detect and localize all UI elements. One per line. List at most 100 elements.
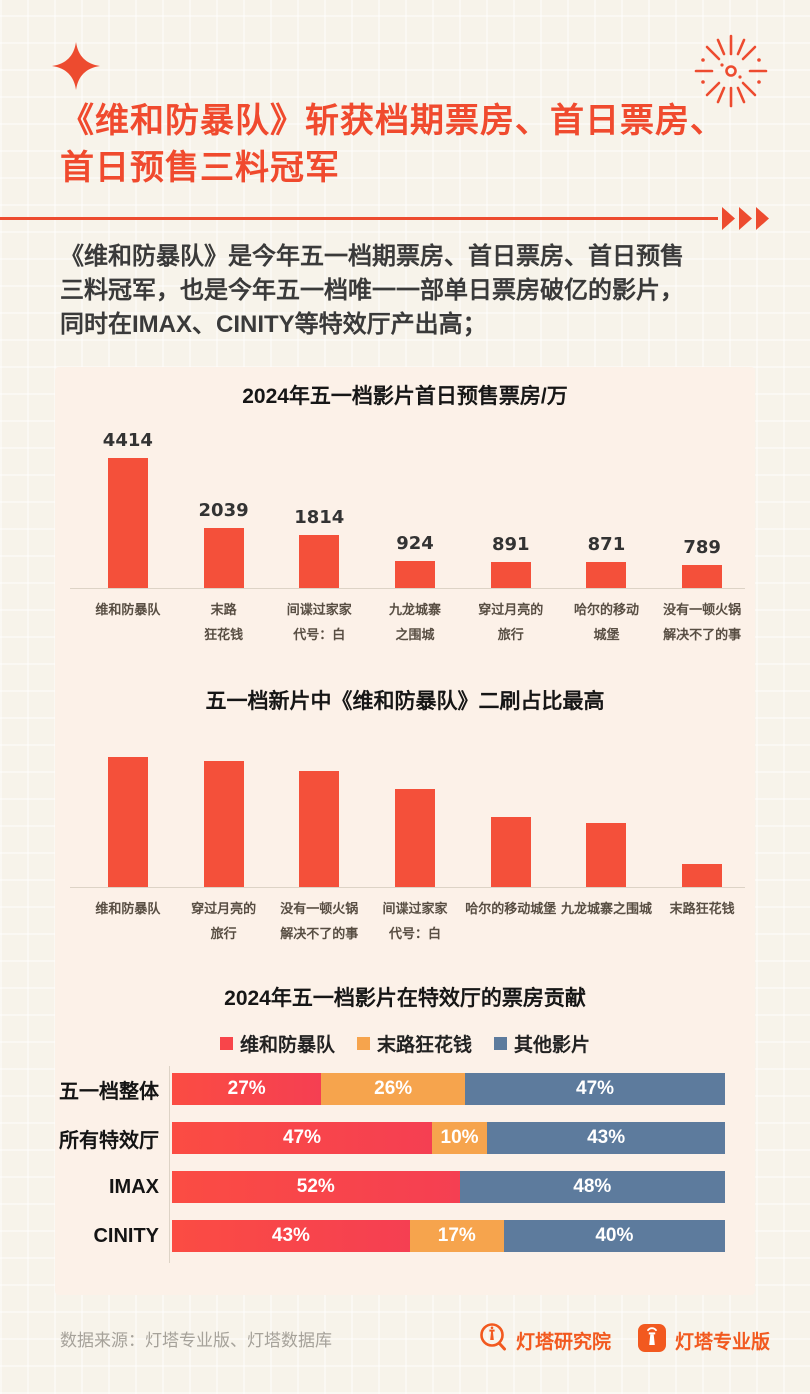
bar-category-label: 间谍过家家 代号：白 [382, 901, 448, 941]
stacked-row-label: CINITY [93, 1224, 159, 1247]
bar-value-label: 891 [491, 534, 530, 555]
stacked-row: 所有特效厅 47% 10% 43% [55, 1122, 725, 1154]
chart2-title: 五一档新片中《维和防暴队》二刷占比最高 [205, 690, 605, 713]
bar [299, 771, 340, 887]
stacked-segment: 10% [431, 1122, 488, 1154]
stacked-row: IMAX 52% 48% [55, 1171, 725, 1203]
bar [203, 761, 244, 887]
bar [203, 528, 244, 588]
bar-category-label: 穿过月亮的 旅行 [478, 602, 544, 642]
chart1-bars: 4414 2039 1814 924 891 871 789 [80, 427, 750, 588]
charts-card: 2024年五一档影片首日预售票房/万 4414 2039 1814 924 891 871… [55, 367, 755, 1295]
chart3-title: 2024年五一档影片在特效厅的票房贡献 [224, 987, 586, 1010]
stacked-bar: 52% 48% [172, 1171, 725, 1203]
bar-category-label: 九龙城寨之围城 [389, 602, 442, 642]
chart3-axis-line [169, 1066, 170, 1263]
bar-column: 1814 [271, 507, 367, 588]
bar-value-label: 1814 [294, 507, 345, 528]
legend-item: 维和防暴队 [219, 1030, 335, 1057]
beacon-pro-logo: 灯塔专业版 [637, 1323, 770, 1358]
bar-column [367, 789, 463, 887]
chart2-baseline [70, 887, 745, 888]
bar [107, 757, 148, 887]
page-title-line2: 首日预售三料冠军 [60, 149, 340, 187]
legend-label: 其他影片 [514, 1035, 591, 1056]
bar-value-label: 2039 [198, 500, 249, 521]
stacked-segment: 43% [172, 1220, 410, 1252]
stacked-row-label: 五一档整体 [59, 1080, 159, 1103]
legend-swatch [356, 1037, 370, 1050]
bar [586, 823, 627, 887]
page-title: 《维和防暴队》斩获档期票房、首日票房、 首日预售三料冠军 [60, 98, 780, 192]
bar [490, 817, 531, 887]
stacked-row-label: 所有特效厅 [59, 1129, 159, 1152]
bar [682, 565, 723, 588]
bar-category-label: 穿过月亮的 旅行 [191, 901, 257, 941]
bar-column: 891 [463, 534, 559, 588]
bar-column: 789 [654, 537, 750, 588]
chart2-category-labels: 维和防暴队 穿过月亮的 旅行 没有一顿火锅 解决不了的事 间谍过家家 代号：白 哈尔的移动城堡… [80, 896, 750, 946]
bar-value-label: 789 [683, 537, 721, 558]
chart1-title: 2024年五一档影片首日预售票房/万 [242, 385, 568, 408]
beacon-research-label: 灯塔研究院 [515, 1332, 611, 1353]
stacked-row-label: IMAX [109, 1175, 159, 1198]
page-title-line1: 《维和防暴队》斩获档期票房、首日票房、 [60, 102, 725, 140]
bar-category-label: 末路狂花钱 [204, 602, 244, 642]
intro-line3: 同时在IMAX、CINITY等特效厅产出高； [60, 311, 487, 338]
lighthouse-magnifier-icon [478, 1322, 508, 1359]
triple-arrow-icon [722, 206, 774, 236]
chart3-legend: 维和防暴队 末路狂花钱 其他影片 [55, 1030, 755, 1057]
chart3-stacked-rows: 五一档整体 27% 26% 47% 所有特效厅 47% 10% 43% IMAX 52% 48% CI… [55, 1073, 725, 1269]
bar [107, 458, 148, 588]
stacked-row: 五一档整体 27% 26% 47% [55, 1073, 725, 1105]
bar [395, 561, 436, 588]
bar-category-label: 没有一顿火锅 解决不了的事 [663, 602, 742, 642]
bar-category-label: 哈尔的移动城堡 [573, 602, 639, 642]
stacked-bar: 43% 17% 40% [172, 1220, 725, 1252]
stacked-segment: 40% [503, 1220, 725, 1252]
bar-column [176, 761, 272, 887]
stacked-segment: 27% [172, 1073, 322, 1105]
bar [299, 535, 340, 588]
bar-category-label: 九龙城寨之围城 [560, 901, 652, 916]
bar [490, 562, 531, 588]
bar-column: 871 [559, 534, 655, 588]
legend-swatch [494, 1037, 507, 1050]
bar-value-label: 871 [587, 534, 626, 555]
divider-line [0, 217, 718, 220]
sparkle-icon [52, 42, 100, 95]
stacked-segment: 47% [465, 1073, 725, 1105]
bar-category-label: 没有一顿火锅 解决不了的事 [280, 901, 359, 941]
bar [586, 562, 627, 588]
stacked-row: CINITY 43% 17% 40% [55, 1220, 725, 1252]
beacon-research-logo: 灯塔研究院 [478, 1322, 611, 1359]
bar-category-label: 维和防暴队 [95, 602, 161, 617]
intro-line1: 《维和防暴队》是今年五一档期票房、首日票房、首日预售 [60, 243, 684, 270]
bar-column: 4414 [80, 430, 176, 588]
chart1-category-labels: 维和防暴队 末路 狂花钱 间谍过家家 代号：白 九龙城寨 之围城 穿过月亮的 旅行 哈尔的移动 城堡… [80, 597, 750, 647]
footer-logos: 灯塔研究院 灯塔专业版 [478, 1322, 770, 1359]
bar [682, 864, 723, 887]
legend-label: 末路狂花钱 [376, 1035, 472, 1056]
firework-icon [694, 34, 768, 113]
bar [395, 789, 436, 887]
bar-column [463, 817, 559, 887]
bar-value-label: 4414 [102, 430, 153, 451]
legend-label: 维和防暴队 [239, 1035, 335, 1056]
stacked-segment: 43% [487, 1122, 725, 1154]
intro-line2: 三料冠军，也是今年五一档唯一一部单日票房破亿的影片， [60, 277, 684, 304]
lighthouse-square-icon [637, 1323, 667, 1358]
chart2-bars [80, 752, 750, 887]
legend-item: 其他影片 [494, 1030, 590, 1057]
bar-value-label: 924 [396, 533, 434, 554]
chart1-baseline [70, 588, 745, 589]
stacked-segment: 47% [172, 1122, 432, 1154]
bar-column [80, 757, 176, 887]
bar-column [559, 823, 655, 887]
legend-item: 末路狂花钱 [356, 1030, 472, 1057]
bar-column [271, 771, 367, 887]
stacked-segment: 17% [409, 1220, 504, 1252]
stacked-bar: 27% 26% 47% [172, 1073, 725, 1105]
bar-category-label: 末路狂花钱 [669, 901, 735, 916]
bar-column: 924 [367, 533, 463, 588]
